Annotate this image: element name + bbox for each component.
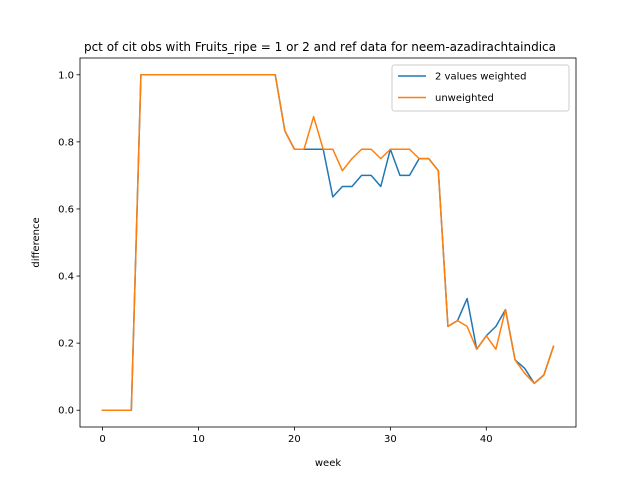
- y-tick-label: 0.4: [58, 272, 74, 283]
- y-tick-label: 0.2: [58, 339, 74, 350]
- axes-frame: [79, 57, 577, 428]
- x-axis-title: week: [315, 458, 341, 469]
- series-line-2: [101, 74, 555, 411]
- x-tick-label: 10: [192, 434, 205, 445]
- y-tick-label: 0.0: [58, 406, 74, 417]
- x-tick-label: 20: [288, 434, 301, 445]
- y-tick-label: 1.0: [58, 70, 74, 81]
- y-tick-label: 0.6: [58, 204, 74, 215]
- x-tick-label: 30: [384, 434, 397, 445]
- legend-box: [391, 64, 570, 112]
- legend-label-2: unweighted: [435, 93, 494, 104]
- legend-label-1: 2 values weighted: [435, 72, 526, 83]
- y-tick-label: 0.8: [58, 137, 74, 148]
- y-axis-title: difference: [31, 217, 42, 267]
- chart-title: pct of cit obs with Fruits_ripe = 1 or 2…: [84, 40, 556, 54]
- x-tick-label: 40: [480, 434, 493, 445]
- x-tick-label: 0: [99, 434, 105, 445]
- plot-area: 0 10 20 30 40 0.0 0.2 0.4 0.6 0.8 1.0 2 values weig…: [58, 57, 577, 445]
